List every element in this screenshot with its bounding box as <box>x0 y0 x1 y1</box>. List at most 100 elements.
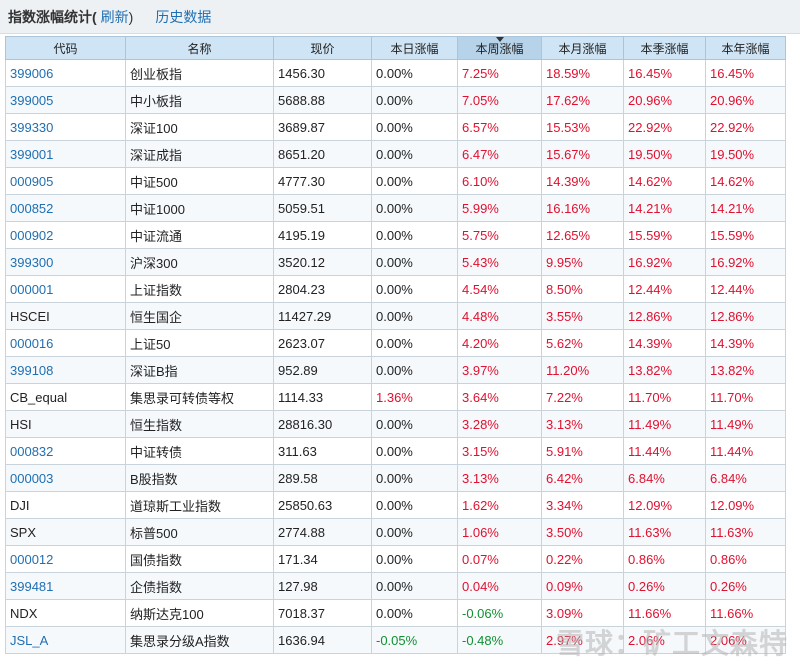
index-code-link[interactable]: 000832 <box>10 443 54 459</box>
column-header-price[interactable]: 现价 <box>273 36 372 60</box>
cell-day-change: 0.00% <box>371 545 458 573</box>
cell-code: CB_equal <box>5 383 126 411</box>
index-code-text: HSCEI <box>10 308 50 324</box>
cell-day-change: 0.00% <box>371 302 458 330</box>
cell-quarter-change: 14.62% <box>623 167 706 195</box>
cell-year-change: 14.39% <box>705 329 786 357</box>
cell-year-change: 11.66% <box>705 599 786 627</box>
table-row: 000905 中证500 4777.30 0.00% 6.10% 14.39% 14.62%… <box>5 167 786 195</box>
table-row: CB_equal 集思录可转债等权 1114.33 1.36% 3.64% 7.22% 11… <box>5 383 786 411</box>
index-code-link[interactable]: 399300 <box>10 254 54 270</box>
column-header-quarter[interactable]: 本季涨幅 <box>623 36 706 60</box>
cell-name: 道琼斯工业指数 <box>125 491 274 519</box>
index-code-text: SPX <box>10 524 37 540</box>
index-code-link[interactable]: 399108 <box>10 362 54 378</box>
cell-month-change: 3.50% <box>541 518 624 546</box>
index-code-link[interactable]: 399001 <box>10 146 54 162</box>
index-code-link[interactable]: 000012 <box>10 551 54 567</box>
cell-code[interactable]: 000003 <box>5 464 126 492</box>
cell-code[interactable]: 000905 <box>5 167 126 195</box>
cell-month-change: 3.55% <box>541 302 624 330</box>
cell-name: 中证流通 <box>125 221 274 249</box>
column-header-code[interactable]: 代码 <box>5 36 126 60</box>
cell-price: 25850.63 <box>273 491 372 519</box>
cell-code[interactable]: 000001 <box>5 275 126 303</box>
cell-year-change: 14.21% <box>705 194 786 222</box>
cell-quarter-change: 6.84% <box>623 464 706 492</box>
refresh-link[interactable]: 刷新 <box>100 8 129 25</box>
cell-price: 289.58 <box>273 464 372 492</box>
index-code-link[interactable]: 000016 <box>10 335 54 351</box>
cell-code[interactable]: 000852 <box>5 194 126 222</box>
index-code-link[interactable]: 399481 <box>10 578 54 594</box>
cell-year-change: 6.84% <box>705 464 786 492</box>
cell-quarter-change: 12.09% <box>623 491 706 519</box>
column-header-week[interactable]: 本周涨幅 <box>457 36 542 60</box>
index-code-link[interactable]: 000905 <box>10 173 54 189</box>
cell-name: 沪深300 <box>125 248 274 276</box>
cell-code[interactable]: 399006 <box>5 59 126 87</box>
cell-price: 3520.12 <box>273 248 372 276</box>
column-header-month[interactable]: 本月涨幅 <box>541 36 624 60</box>
index-code-link[interactable]: 399005 <box>10 92 54 108</box>
index-code-link[interactable]: 399006 <box>10 65 54 81</box>
cell-quarter-change: 11.63% <box>623 518 706 546</box>
cell-code[interactable]: 399108 <box>5 356 126 384</box>
index-code-link[interactable]: 000902 <box>10 227 54 243</box>
cell-code[interactable]: 000832 <box>5 437 126 465</box>
cell-code[interactable]: 000902 <box>5 221 126 249</box>
cell-week-change: 3.64% <box>457 383 542 411</box>
cell-price: 1636.94 <box>273 626 372 654</box>
cell-quarter-change: 0.86% <box>623 545 706 573</box>
cell-month-change: 5.62% <box>541 329 624 357</box>
table-row: 000832 中证转债 311.63 0.00% 3.15% 5.91% 11.44% 11.… <box>5 437 786 465</box>
cell-month-change: 18.59% <box>541 59 624 87</box>
cell-week-change: 5.75% <box>457 221 542 249</box>
cell-code[interactable]: 399481 <box>5 572 126 600</box>
cell-quarter-change: 13.82% <box>623 356 706 384</box>
index-code-text: NDX <box>10 605 38 621</box>
cell-code[interactable]: JSL_A <box>5 626 126 654</box>
table-row: SPX 标普500 2774.88 0.00% 1.06% 3.50% 11.63% 11.6… <box>5 518 786 546</box>
cell-price: 311.63 <box>273 437 372 465</box>
cell-code[interactable]: 000012 <box>5 545 126 573</box>
index-code-link[interactable]: JSL_A <box>10 632 49 648</box>
cell-week-change: 0.04% <box>457 572 542 600</box>
index-code-link[interactable]: 000852 <box>10 200 54 216</box>
cell-price: 5059.51 <box>273 194 372 222</box>
cell-year-change: 12.86% <box>705 302 786 330</box>
cell-month-change: 3.09% <box>541 599 624 627</box>
cell-day-change: 0.00% <box>371 572 458 600</box>
cell-code[interactable]: 000016 <box>5 329 126 357</box>
cell-quarter-change: 12.86% <box>623 302 706 330</box>
index-code-text: HSI <box>10 416 32 432</box>
cell-quarter-change: 14.21% <box>623 194 706 222</box>
table-header-row: 代码 名称 现价 本日涨幅 本周涨幅 本月涨幅 本季涨幅 本年涨幅 <box>5 36 786 60</box>
cell-code[interactable]: 399330 <box>5 113 126 141</box>
cell-code[interactable]: 399300 <box>5 248 126 276</box>
cell-month-change: 6.42% <box>541 464 624 492</box>
cell-price: 1456.30 <box>273 59 372 87</box>
index-code-link[interactable]: 000001 <box>10 281 54 297</box>
cell-day-change: 0.00% <box>371 491 458 519</box>
table-row: HSCEI 恒生国企 11427.29 0.00% 4.48% 3.55% 12.86% 12… <box>5 302 786 330</box>
column-header-year[interactable]: 本年涨幅 <box>705 36 786 60</box>
cell-day-change: 0.00% <box>371 194 458 222</box>
table-body: 399006 创业板指 1456.30 0.00% 7.25% 18.59% 16.45% 1… <box>5 59 786 654</box>
cell-week-change: -0.48% <box>457 626 542 654</box>
cell-month-change: 11.20% <box>541 356 624 384</box>
cell-month-change: 0.09% <box>541 572 624 600</box>
cell-code[interactable]: 399001 <box>5 140 126 168</box>
cell-price: 4195.19 <box>273 221 372 249</box>
cell-week-change: 4.48% <box>457 302 542 330</box>
history-data-link[interactable]: 历史数据 <box>155 8 212 25</box>
cell-code[interactable]: 399005 <box>5 86 126 114</box>
cell-year-change: 15.59% <box>705 221 786 249</box>
cell-week-change: 5.43% <box>457 248 542 276</box>
cell-price: 11427.29 <box>273 302 372 330</box>
column-header-day[interactable]: 本日涨幅 <box>371 36 458 60</box>
column-header-name[interactable]: 名称 <box>125 36 274 60</box>
table-row: 399005 中小板指 5688.88 0.00% 7.05% 17.62% 20.96% 2… <box>5 86 786 114</box>
index-code-link[interactable]: 000003 <box>10 470 54 486</box>
index-code-link[interactable]: 399330 <box>10 119 54 135</box>
